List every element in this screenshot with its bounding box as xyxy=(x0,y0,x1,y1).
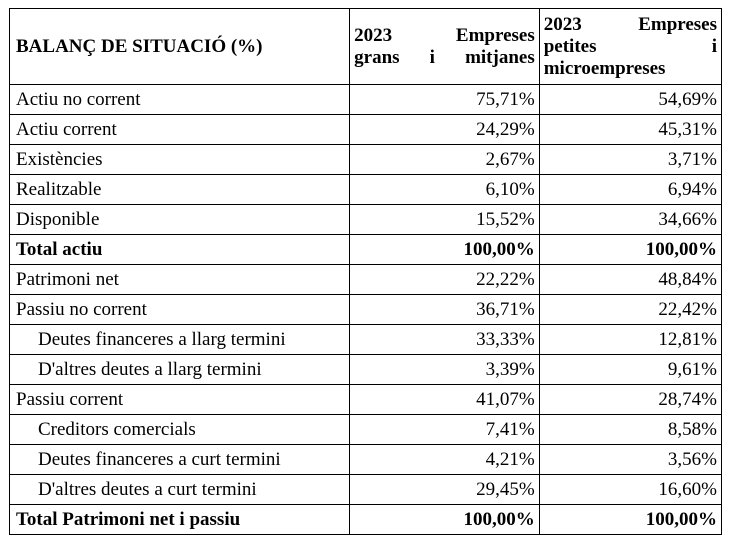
total-row: Total Patrimoni net i passiu 100,00% 100… xyxy=(8,504,723,535)
row-label: Actiu corrent xyxy=(8,114,351,145)
value-large-medium: 24,29% xyxy=(349,114,540,145)
header-label: BALANÇ DE SITUACIÓ (%) xyxy=(8,8,351,85)
row-label: Existències xyxy=(8,144,351,175)
value-small-micro: 22,42% xyxy=(538,294,723,325)
row-label: Deutes financeres a llarg termini xyxy=(8,324,351,355)
value-large-medium: 33,33% xyxy=(349,324,540,355)
balance-sheet-table: BALANÇ DE SITUACIÓ (%) 2023 Empreses gra… xyxy=(8,8,723,535)
table-row: Creditors comercials 7,41% 8,58% xyxy=(8,414,723,445)
table-row: Realitzable 6,10% 6,94% xyxy=(8,174,723,205)
row-label: Passiu corrent xyxy=(8,384,351,415)
value-large-medium: 36,71% xyxy=(349,294,540,325)
value-small-micro: 3,56% xyxy=(538,444,723,475)
header-b-line-2: petites i xyxy=(543,35,717,57)
value-large-medium: 2,67% xyxy=(349,144,540,175)
value-large-medium: 3,39% xyxy=(349,354,540,385)
table-row: Disponible 15,52% 34,66% xyxy=(8,204,723,235)
table-row: D'altres deutes a curt termini 29,45% 16… xyxy=(8,474,723,505)
value-small-micro: 12,81% xyxy=(538,324,723,355)
table-row: Passiu no corrent 36,71% 22,42% xyxy=(8,294,723,325)
row-label: Passiu no corrent xyxy=(8,294,351,325)
header-b-line-3: microempreses xyxy=(543,57,666,79)
total-row: Total actiu 100,00% 100,00% xyxy=(8,234,723,265)
value-small-micro: 9,61% xyxy=(538,354,723,385)
row-label: Disponible xyxy=(8,204,351,235)
table-row: Patrimoni net 22,22% 48,84% xyxy=(8,264,723,295)
value-large-medium: 15,52% xyxy=(349,204,540,235)
header-b-line-1: 2023 Empreses xyxy=(543,13,717,35)
header-a-line-2: grans i mitjanes xyxy=(354,46,535,68)
value-small-micro: 6,94% xyxy=(538,174,723,205)
value-small-micro: 16,60% xyxy=(538,474,723,505)
header-small-micro-companies: 2023 Empreses petites i microempreses xyxy=(538,8,723,85)
value-large-medium: 41,07% xyxy=(349,384,540,415)
value-small-micro: 100,00% xyxy=(538,234,723,265)
row-label: Actiu no corrent xyxy=(8,84,351,115)
table-row: Deutes financeres a llarg termini 33,33%… xyxy=(8,324,723,355)
value-large-medium: 75,71% xyxy=(349,84,540,115)
value-large-medium: 4,21% xyxy=(349,444,540,475)
table-header-row: BALANÇ DE SITUACIÓ (%) 2023 Empreses gra… xyxy=(8,8,723,85)
value-large-medium: 100,00% xyxy=(349,234,540,265)
row-label: Creditors comercials xyxy=(8,414,351,445)
value-large-medium: 22,22% xyxy=(349,264,540,295)
row-label: Deutes financeres a curt termini xyxy=(8,444,351,475)
table-row: Existències 2,67% 3,71% xyxy=(8,144,723,175)
header-large-medium-companies: 2023 Empreses grans i mitjanes xyxy=(349,8,540,85)
row-label: Realitzable xyxy=(8,174,351,205)
header-a-line-1: 2023 Empreses xyxy=(354,24,535,46)
value-small-micro: 34,66% xyxy=(538,204,723,235)
value-small-micro: 48,84% xyxy=(538,264,723,295)
value-small-micro: 28,74% xyxy=(538,384,723,415)
table-row: Passiu corrent 41,07% 28,74% xyxy=(8,384,723,415)
table-row: D'altres deutes a llarg termini 3,39% 9,… xyxy=(8,354,723,385)
row-label: D'altres deutes a llarg termini xyxy=(8,354,351,385)
row-label: Total Patrimoni net i passiu xyxy=(8,504,351,535)
value-large-medium: 6,10% xyxy=(349,174,540,205)
value-large-medium: 100,00% xyxy=(349,504,540,535)
value-small-micro: 8,58% xyxy=(538,414,723,445)
value-small-micro: 54,69% xyxy=(538,84,723,115)
row-label: D'altres deutes a curt termini xyxy=(8,474,351,505)
row-label: Total actiu xyxy=(8,234,351,265)
row-label: Patrimoni net xyxy=(8,264,351,295)
value-large-medium: 29,45% xyxy=(349,474,540,505)
table-row: Actiu no corrent 75,71% 54,69% xyxy=(8,84,723,115)
value-small-micro: 3,71% xyxy=(538,144,723,175)
table-row: Deutes financeres a curt termini 4,21% 3… xyxy=(8,444,723,475)
value-large-medium: 7,41% xyxy=(349,414,540,445)
value-small-micro: 100,00% xyxy=(538,504,723,535)
value-small-micro: 45,31% xyxy=(538,114,723,145)
table-row: Actiu corrent 24,29% 45,31% xyxy=(8,114,723,145)
